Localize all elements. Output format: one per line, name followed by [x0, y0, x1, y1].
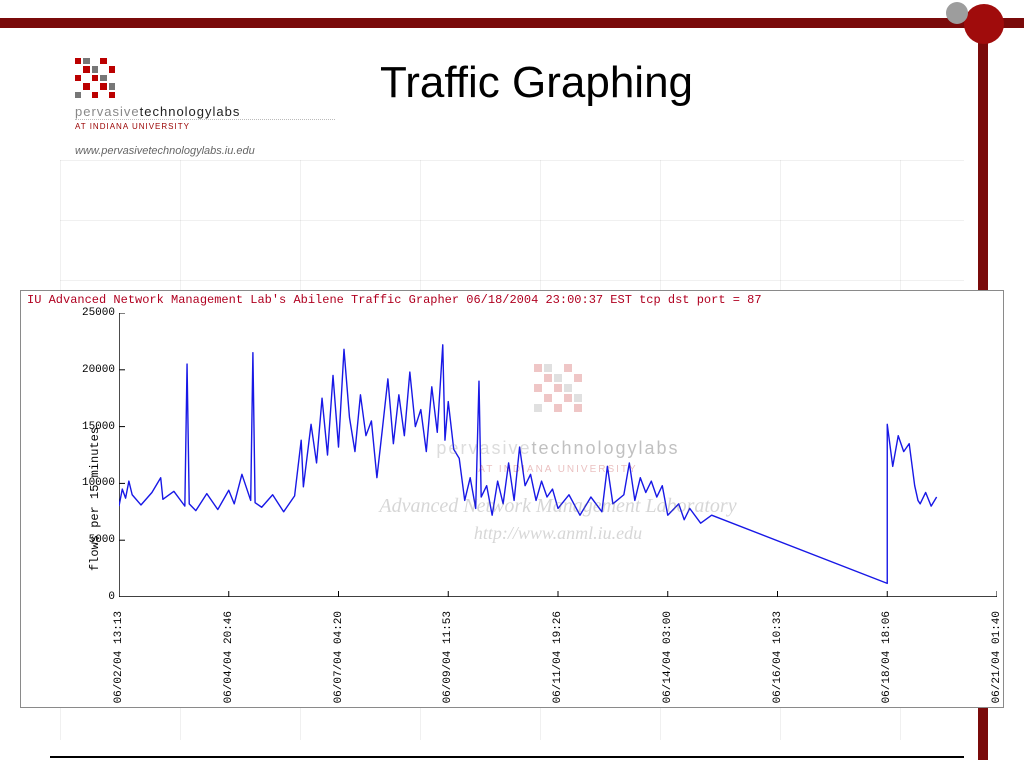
traffic-chart: IU Advanced Network Management Lab's Abi…: [20, 290, 1004, 708]
x-tick-label: 06/14/04 03:00: [662, 611, 674, 703]
x-tick-label: 06/04/04 20:46: [223, 611, 235, 703]
decor-circle-grey: [946, 2, 968, 24]
brand-name-bold: technologylabs: [140, 104, 241, 119]
brand-name-light: pervasive: [75, 104, 140, 119]
page-title: Traffic Graphing: [380, 58, 693, 108]
y-tick-label: 10000: [71, 477, 115, 489]
y-tick-label: 20000: [71, 364, 115, 376]
x-tick-label: 06/18/04 18:06: [881, 611, 893, 703]
chart-caption: IU Advanced Network Management Lab's Abi…: [27, 293, 762, 307]
x-tick-label: 06/21/04 01:40: [991, 611, 1003, 703]
decor-bottom-rule: [50, 756, 964, 758]
x-tick-label: 06/09/04 11:53: [442, 611, 454, 703]
plot-area: pervasivetechnologylabs AT INDIANA UNIVE…: [119, 313, 997, 597]
line-plot-svg: [119, 313, 997, 597]
brand-subtitle: AT INDIANA UNIVERSITY: [75, 119, 335, 131]
y-tick-label: 15000: [71, 421, 115, 433]
x-tick-label: 06/11/04 19:26: [552, 611, 564, 703]
decor-top-bar: [0, 18, 1024, 28]
chart-y-label: flows per 15 minutes: [88, 427, 102, 571]
brand-url: www.pervasivetechnologylabs.iu.edu: [75, 145, 335, 157]
decor-circle-red: [964, 4, 1004, 44]
y-tick-label: 5000: [71, 534, 115, 546]
y-tick-label: 0: [71, 591, 115, 603]
brand-block: pervasivetechnologylabs AT INDIANA UNIVE…: [75, 58, 335, 157]
brand-logo-icon: [75, 58, 115, 98]
slide-root: pervasivetechnologylabs AT INDIANA UNIVE…: [0, 0, 1024, 768]
x-tick-label: 06/16/04 10:33: [772, 611, 784, 703]
y-tick-label: 25000: [71, 307, 115, 319]
brand-name: pervasivetechnologylabs: [75, 104, 335, 119]
x-tick-label: 06/02/04 13:13: [113, 611, 125, 703]
x-tick-label: 06/07/04 04:20: [333, 611, 345, 703]
